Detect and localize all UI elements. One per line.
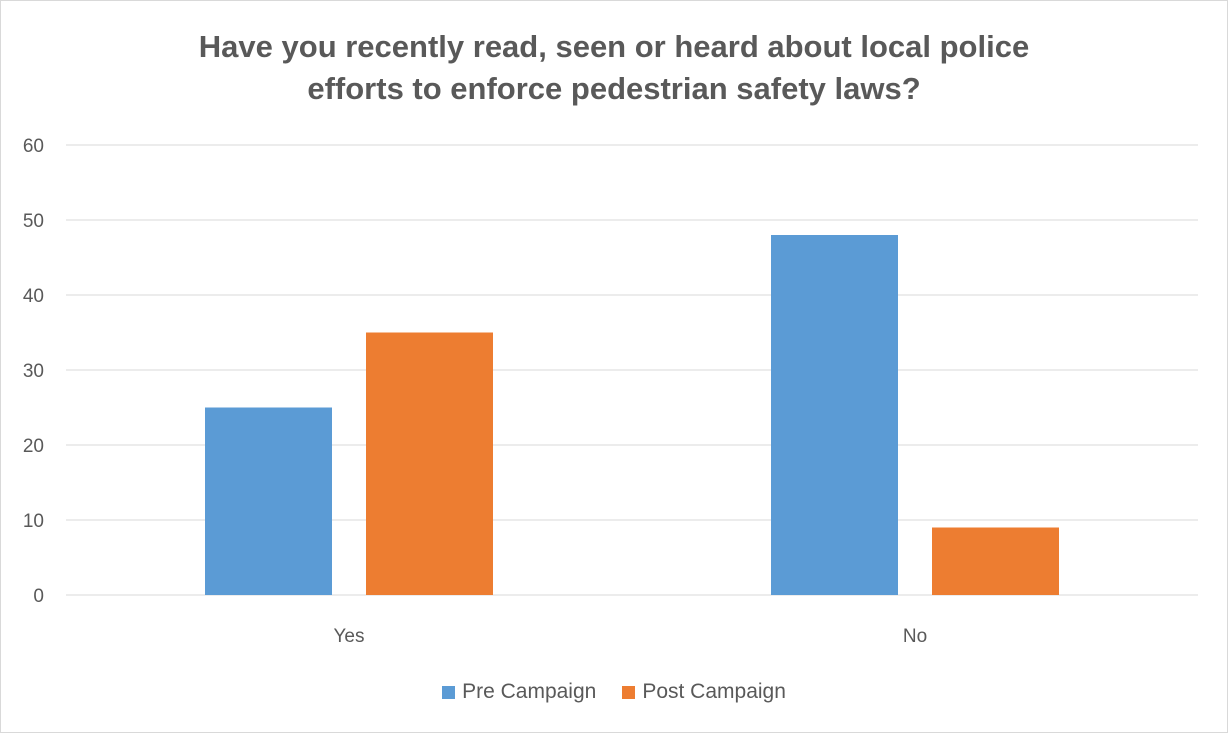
bar-pre-campaign-no xyxy=(771,235,898,595)
chart-legend: Pre Campaign Post Campaign xyxy=(0,677,1228,707)
x-category-label-no: No xyxy=(903,626,927,647)
y-tick-label-30: 30 xyxy=(23,361,44,382)
y-tick-label-50: 50 xyxy=(23,211,44,232)
bars xyxy=(205,235,1059,595)
y-tick-label-20: 20 xyxy=(23,436,44,457)
legend-item-post-campaign: Post Campaign xyxy=(622,680,786,704)
x-axis-category-labels: Yes No xyxy=(334,626,928,647)
y-tick-label-60: 60 xyxy=(23,136,44,157)
y-tick-label-0: 0 xyxy=(33,586,44,607)
y-tick-label-10: 10 xyxy=(23,511,44,532)
chart-title-line-2: efforts to enforce pedestrian safety law… xyxy=(307,71,921,106)
bar-post-campaign-no xyxy=(932,527,1059,595)
x-category-label-yes: Yes xyxy=(334,626,365,647)
chart-title-line-1: Have you recently read, seen or heard ab… xyxy=(198,29,1030,64)
bar-pre-campaign-yes xyxy=(205,407,332,595)
y-axis-tick-labels: 0 10 20 30 40 50 60 xyxy=(23,136,44,607)
legend-label-post-campaign: Post Campaign xyxy=(642,680,786,703)
legend-swatch-pre-campaign xyxy=(442,685,456,699)
legend-item-pre-campaign: Pre Campaign xyxy=(442,680,596,704)
legend-label-pre-campaign: Pre Campaign xyxy=(462,680,597,703)
legend-swatch-post-campaign xyxy=(622,685,636,699)
bar-post-campaign-yes xyxy=(366,332,493,595)
chart-title: Have you recently read, seen or heard ab… xyxy=(0,26,1228,110)
y-tick-label-40: 40 xyxy=(23,286,44,307)
